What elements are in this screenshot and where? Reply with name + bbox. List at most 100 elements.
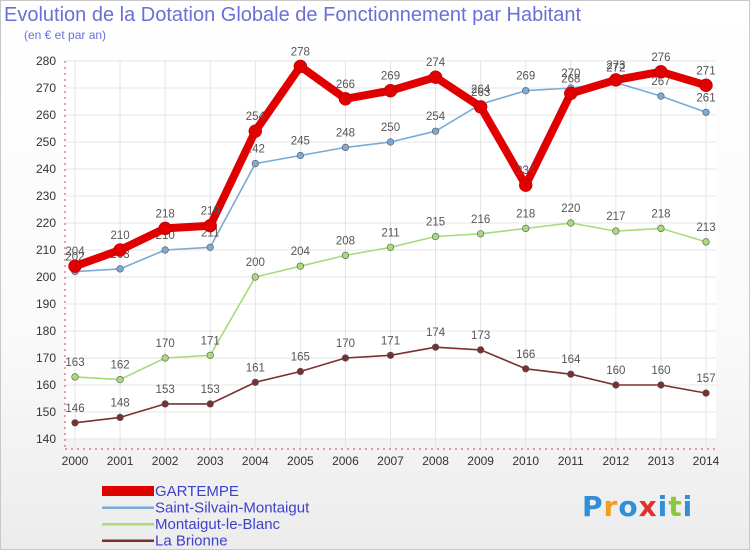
- legend-swatch-2: [102, 523, 154, 526]
- data-point-1: [251, 160, 259, 168]
- data-label-3: 160: [606, 365, 625, 377]
- data-point-0: [428, 70, 443, 84]
- y-tick-label: 210: [36, 243, 56, 257]
- data-label-3: 173: [471, 330, 490, 342]
- data-label-1: 270: [561, 68, 580, 80]
- y-tick-label: 220: [36, 216, 56, 230]
- data-point-0: [383, 83, 398, 98]
- data-label-1: 250: [381, 122, 400, 134]
- data-point-0: [293, 59, 308, 74]
- data-point-0: [248, 124, 263, 138]
- data-label-2: 208: [336, 235, 355, 247]
- data-point-1: [296, 151, 304, 160]
- data-point-2: [206, 351, 214, 359]
- data-point-1: [702, 108, 710, 116]
- data-point-2: [341, 251, 350, 259]
- x-tick-label: 2012: [603, 454, 630, 468]
- logo-letter: i: [657, 490, 669, 523]
- logo-letter: o: [618, 490, 639, 523]
- data-point-1: [206, 243, 214, 251]
- legend-entry-1: Saint-Silvain-Montaigut: [155, 500, 310, 517]
- data-point-3: [567, 370, 575, 378]
- y-tick-label: 160: [36, 378, 56, 392]
- data-label-3: 157: [696, 373, 715, 385]
- data-point-3: [612, 381, 620, 389]
- logo-letter: P: [582, 490, 604, 523]
- data-point-1: [522, 87, 530, 95]
- y-tick-label: 140: [36, 432, 56, 446]
- data-label-0: 273: [606, 60, 625, 72]
- data-label-3: 161: [246, 362, 265, 374]
- data-label-3: 148: [110, 397, 129, 409]
- data-point-0: [654, 65, 668, 79]
- data-point-1: [116, 265, 124, 273]
- data-label-2: 211: [381, 227, 399, 239]
- data-point-2: [386, 243, 395, 251]
- x-tick-label: 2014: [693, 454, 720, 468]
- data-label-2: 171: [201, 335, 220, 347]
- data-point-3: [702, 389, 710, 397]
- data-point-2: [116, 376, 124, 384]
- data-point-0: [113, 243, 127, 257]
- legend-swatch-1: [102, 506, 154, 509]
- data-point-2: [567, 219, 575, 227]
- data-point-0: [564, 86, 578, 101]
- data-point-0: [203, 218, 217, 233]
- x-tick-label: 2001: [107, 454, 134, 468]
- data-label-2: 213: [696, 222, 715, 234]
- y-tick-label: 150: [36, 405, 56, 419]
- y-tick-label: 180: [36, 324, 56, 338]
- y-tick-label: 280: [36, 54, 56, 68]
- data-point-1: [161, 246, 169, 254]
- x-tick-label: 2007: [377, 454, 404, 468]
- data-label-0: 266: [336, 79, 355, 91]
- data-point-1: [341, 143, 350, 151]
- legend-entry-3: La Brionne: [155, 533, 228, 550]
- data-label-3: 164: [561, 354, 581, 366]
- data-point-1: [431, 127, 440, 135]
- data-point-2: [161, 354, 169, 362]
- data-label-2: 200: [246, 257, 265, 269]
- data-point-0: [338, 92, 353, 106]
- data-label-0: 210: [110, 230, 129, 242]
- y-tick-label: 250: [36, 135, 56, 149]
- x-tick-label: 2009: [467, 454, 494, 468]
- legend-swatch-3: [102, 539, 154, 542]
- x-tick-label: 2005: [287, 454, 314, 468]
- data-label-2: 216: [471, 214, 490, 226]
- x-tick-label: 2008: [422, 454, 449, 468]
- data-point-0: [699, 78, 713, 93]
- data-label-0: 276: [651, 52, 670, 64]
- data-label-1: 254: [426, 111, 446, 123]
- data-label-2: 170: [156, 338, 175, 350]
- data-point-3: [341, 354, 350, 362]
- chart-subtitle: (en € et par an): [24, 28, 107, 42]
- data-point-2: [477, 230, 485, 238]
- data-label-1: 272: [606, 63, 625, 75]
- data-label-3: 153: [156, 384, 175, 396]
- data-point-3: [657, 381, 665, 389]
- data-label-2: 215: [426, 217, 445, 229]
- data-point-0: [609, 73, 623, 87]
- y-tick-label: 190: [36, 297, 56, 311]
- data-label-0: 274: [426, 57, 446, 69]
- logo-letter: i: [682, 490, 694, 523]
- x-tick-label: 2004: [242, 454, 269, 468]
- proxiti-logo: Proxiti: [582, 490, 693, 523]
- data-point-3: [296, 367, 304, 376]
- legend-entry-2: Montaigut-le-Blanc: [155, 516, 281, 533]
- x-tick-label: 2013: [648, 454, 675, 468]
- data-label-2: 218: [651, 208, 670, 220]
- data-label-1: 261: [696, 92, 715, 104]
- x-tick-label: 2006: [332, 454, 359, 468]
- data-label-3: 166: [516, 349, 535, 361]
- data-label-1: 245: [291, 136, 310, 148]
- data-point-2: [251, 273, 259, 281]
- data-point-1: [657, 92, 665, 100]
- data-label-0: 234: [516, 165, 536, 177]
- data-label-3: 160: [651, 365, 670, 377]
- data-label-1: 264: [471, 84, 491, 96]
- chart-title: Evolution de la Dotation Globale de Fonc…: [4, 4, 582, 26]
- data-label-1: 267: [651, 76, 670, 88]
